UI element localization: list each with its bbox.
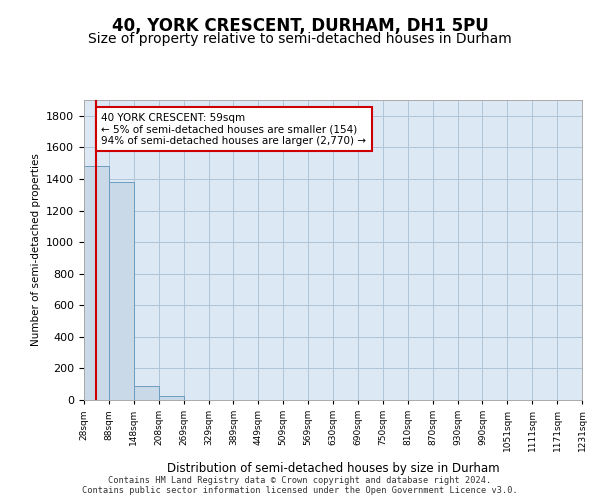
Bar	[84, 166, 109, 400]
Text: 40, YORK CRESCENT, DURHAM, DH1 5PU: 40, YORK CRESCENT, DURHAM, DH1 5PU	[112, 18, 488, 36]
Text: Contains HM Land Registry data © Crown copyright and database right 2024.
Contai: Contains HM Land Registry data © Crown c…	[82, 476, 518, 495]
Bar	[109, 182, 134, 400]
Bar	[159, 396, 184, 400]
Y-axis label: Number of semi-detached properties: Number of semi-detached properties	[31, 154, 41, 346]
X-axis label: Distribution of semi-detached houses by size in Durham: Distribution of semi-detached houses by …	[167, 462, 499, 475]
Bar	[134, 386, 159, 400]
Text: 40 YORK CRESCENT: 59sqm
← 5% of semi-detached houses are smaller (154)
94% of se: 40 YORK CRESCENT: 59sqm ← 5% of semi-det…	[101, 112, 367, 146]
Text: Size of property relative to semi-detached houses in Durham: Size of property relative to semi-detach…	[88, 32, 512, 46]
